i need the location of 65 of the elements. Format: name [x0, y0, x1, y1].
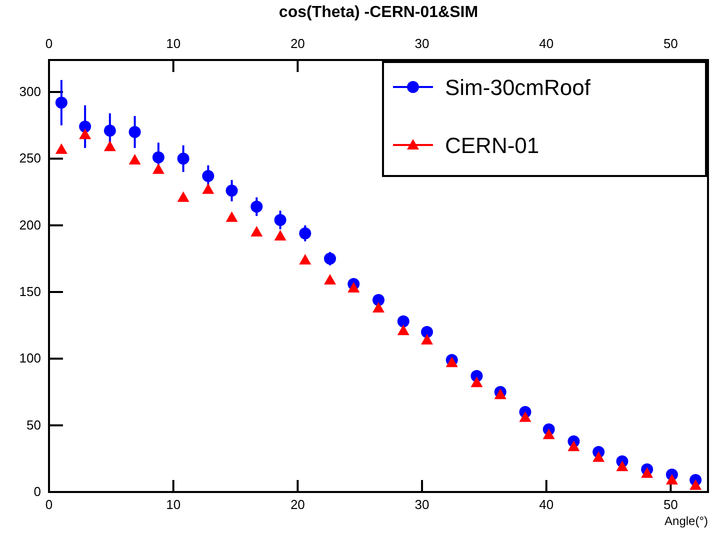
x2-tick-label: 10	[166, 36, 181, 51]
y-tick-label: 0	[34, 484, 41, 499]
point	[55, 143, 68, 154]
point	[494, 388, 506, 400]
point	[446, 356, 458, 368]
point	[55, 96, 68, 109]
point	[641, 467, 654, 478]
point	[299, 254, 312, 264]
point	[152, 151, 164, 164]
point	[177, 152, 190, 165]
x-tick-label: 50	[663, 497, 678, 512]
point	[690, 479, 702, 490]
point	[372, 302, 384, 312]
point	[226, 184, 238, 197]
legend-label: CERN-01	[445, 133, 540, 158]
point	[299, 227, 312, 240]
point	[519, 411, 532, 422]
point	[274, 214, 286, 226]
point	[250, 200, 263, 213]
point	[128, 126, 141, 138]
y-tick-label: 300	[19, 84, 41, 99]
point	[250, 226, 263, 236]
point	[274, 230, 286, 240]
x-axis-title: Angle(°)	[664, 514, 708, 528]
x2-tick-label: 50	[663, 36, 678, 51]
point	[420, 334, 433, 344]
chart-title: cos(Theta) -CERN-01&SIM	[278, 4, 478, 21]
x-tick-label: 20	[290, 497, 305, 512]
point	[542, 428, 555, 440]
x2-tick-label: 20	[290, 36, 305, 51]
y-tick-label: 250	[19, 150, 41, 166]
y-tick-label: 50	[26, 417, 41, 432]
point	[104, 140, 116, 152]
point	[372, 294, 384, 306]
point	[397, 324, 410, 336]
point	[568, 440, 580, 452]
point	[104, 124, 116, 137]
y-tick-label: 200	[19, 217, 41, 232]
point	[324, 252, 336, 265]
point	[202, 170, 214, 182]
x2-tick-label: 0	[45, 36, 53, 51]
point	[616, 460, 628, 472]
point	[202, 183, 214, 194]
x2-tick-label: 30	[414, 36, 430, 51]
point	[324, 274, 336, 284]
x-tick-label: 40	[539, 497, 554, 512]
point	[226, 211, 238, 222]
point	[420, 326, 433, 338]
point	[79, 120, 92, 133]
x-tick-label: 30	[414, 497, 430, 512]
x2-tick-label: 40	[539, 36, 554, 51]
x-tick-label: 0	[45, 497, 53, 512]
point	[666, 474, 678, 484]
point	[177, 191, 190, 202]
point	[152, 163, 164, 174]
point	[128, 154, 141, 164]
point	[348, 282, 360, 292]
point	[79, 128, 92, 140]
point	[397, 315, 410, 328]
y-tick-label: 100	[19, 350, 41, 366]
x-tick-label: 10	[166, 497, 181, 512]
y-tick-label: 150	[19, 284, 41, 299]
legend-label: Sim-30cmRoof	[445, 75, 592, 100]
point	[470, 376, 483, 388]
point	[592, 451, 605, 462]
